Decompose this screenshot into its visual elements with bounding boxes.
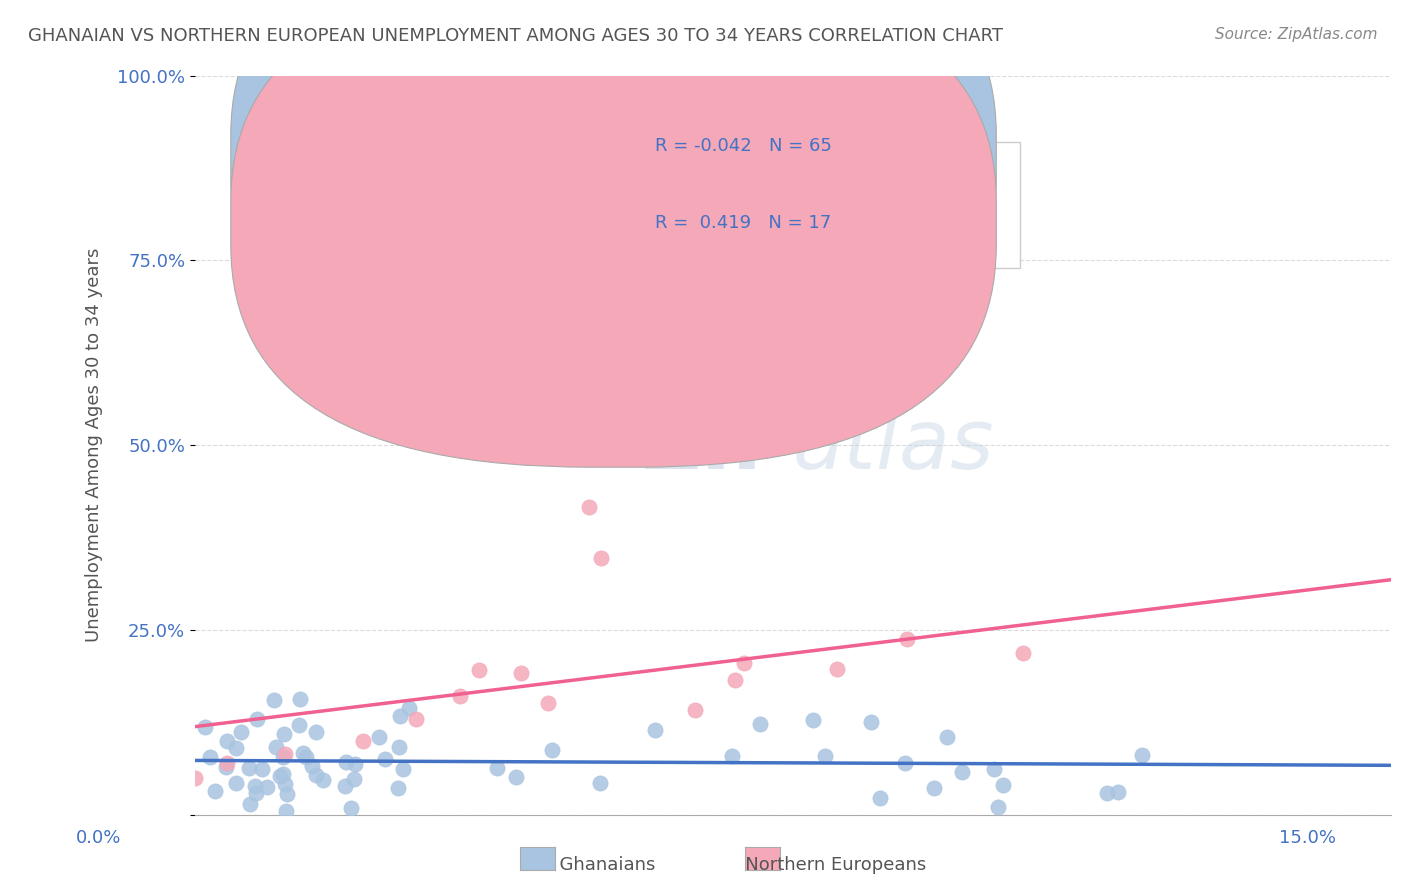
Point	[387, 781, 409, 796]
Point	[276, 787, 298, 801]
Point	[1130, 748, 1153, 763]
Point	[578, 500, 600, 514]
Point	[896, 632, 918, 647]
Point	[353, 734, 375, 748]
Point	[273, 727, 295, 741]
Point	[273, 766, 295, 780]
Text: Source: ZipAtlas.com: Source: ZipAtlas.com	[1215, 27, 1378, 42]
Point	[1012, 646, 1035, 660]
Point	[215, 734, 238, 748]
FancyBboxPatch shape	[565, 142, 1021, 268]
Point	[225, 776, 247, 790]
Point	[392, 763, 415, 777]
FancyBboxPatch shape	[231, 0, 997, 467]
Point	[250, 762, 273, 776]
Point	[924, 780, 946, 795]
Point	[215, 756, 238, 771]
Point	[991, 778, 1014, 792]
Text: atlas: atlas	[793, 405, 994, 485]
Point	[340, 801, 363, 815]
Point	[814, 748, 837, 763]
Text: GHANAIAN VS NORTHERN EUROPEAN UNEMPLOYMENT AMONG AGES 30 TO 34 YEARS CORRELATION: GHANAIAN VS NORTHERN EUROPEAN UNEMPLOYME…	[28, 27, 1002, 45]
Point	[194, 720, 217, 734]
Point	[215, 760, 238, 774]
Legend: Ghanaians, Northern Europeans: Ghanaians, Northern Europeans	[531, 85, 768, 146]
Point	[301, 759, 323, 773]
Point	[200, 749, 222, 764]
Point	[204, 783, 226, 797]
Point	[894, 756, 917, 770]
Point	[541, 743, 564, 757]
Point	[950, 764, 973, 779]
Point	[184, 771, 207, 785]
Point	[229, 725, 252, 739]
Point	[983, 762, 1005, 776]
Point	[269, 769, 291, 783]
Point	[724, 673, 747, 688]
Point	[246, 712, 269, 726]
Point	[589, 776, 612, 790]
Point	[264, 739, 287, 754]
Point	[389, 708, 412, 723]
Text: R = -0.042   N = 65: R = -0.042 N = 65	[655, 136, 832, 154]
Point	[388, 740, 411, 755]
Text: R =  0.419   N = 17: R = 0.419 N = 17	[655, 214, 832, 232]
Point	[721, 748, 744, 763]
Point	[935, 730, 957, 744]
Point	[1095, 786, 1118, 800]
Point	[449, 689, 471, 703]
Point	[335, 779, 357, 793]
Text: 15.0%: 15.0%	[1279, 830, 1336, 847]
Point	[239, 797, 262, 812]
Point	[288, 691, 311, 706]
Point	[312, 773, 335, 788]
Text: 0.0%: 0.0%	[76, 830, 121, 847]
Point	[344, 757, 367, 772]
Point	[398, 701, 420, 715]
Point	[271, 750, 294, 764]
Point	[1107, 784, 1129, 798]
Point	[273, 747, 295, 762]
Point	[274, 804, 297, 818]
Point	[405, 712, 427, 726]
Point	[274, 776, 297, 790]
Point	[485, 760, 508, 774]
Point	[292, 746, 315, 760]
Point	[335, 755, 357, 769]
Point	[305, 725, 328, 739]
Point	[256, 780, 278, 794]
Point	[288, 717, 311, 731]
Point	[859, 714, 882, 729]
Point	[510, 666, 533, 681]
Point	[343, 772, 366, 786]
Point	[263, 692, 285, 706]
Text: Northern Europeans: Northern Europeans	[704, 856, 927, 874]
Point	[374, 752, 396, 766]
Point	[368, 730, 391, 744]
Point	[295, 750, 318, 764]
Point	[683, 703, 706, 717]
Point	[825, 662, 848, 676]
Point	[305, 768, 328, 782]
Point	[243, 779, 266, 793]
Point	[468, 663, 491, 677]
Point	[869, 790, 891, 805]
Point	[733, 656, 755, 670]
Point	[245, 786, 267, 800]
Point	[748, 717, 770, 731]
FancyBboxPatch shape	[231, 0, 997, 401]
Point	[238, 761, 260, 775]
Point	[987, 799, 1010, 814]
Text: ZIP: ZIP	[641, 405, 793, 485]
Point	[505, 771, 527, 785]
Text: Ghanaians: Ghanaians	[526, 856, 655, 874]
Point	[591, 551, 613, 566]
Point	[537, 696, 560, 710]
Y-axis label: Unemployment Among Ages 30 to 34 years: Unemployment Among Ages 30 to 34 years	[86, 248, 103, 642]
Point	[225, 741, 247, 756]
Point	[801, 713, 824, 727]
Point	[644, 723, 666, 737]
